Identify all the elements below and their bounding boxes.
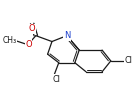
Text: O: O bbox=[25, 40, 32, 49]
Text: CH₃: CH₃ bbox=[3, 36, 17, 45]
Text: Cl: Cl bbox=[53, 75, 61, 84]
Text: Cl: Cl bbox=[124, 56, 132, 65]
Text: N: N bbox=[64, 31, 70, 40]
Text: O: O bbox=[29, 24, 36, 33]
